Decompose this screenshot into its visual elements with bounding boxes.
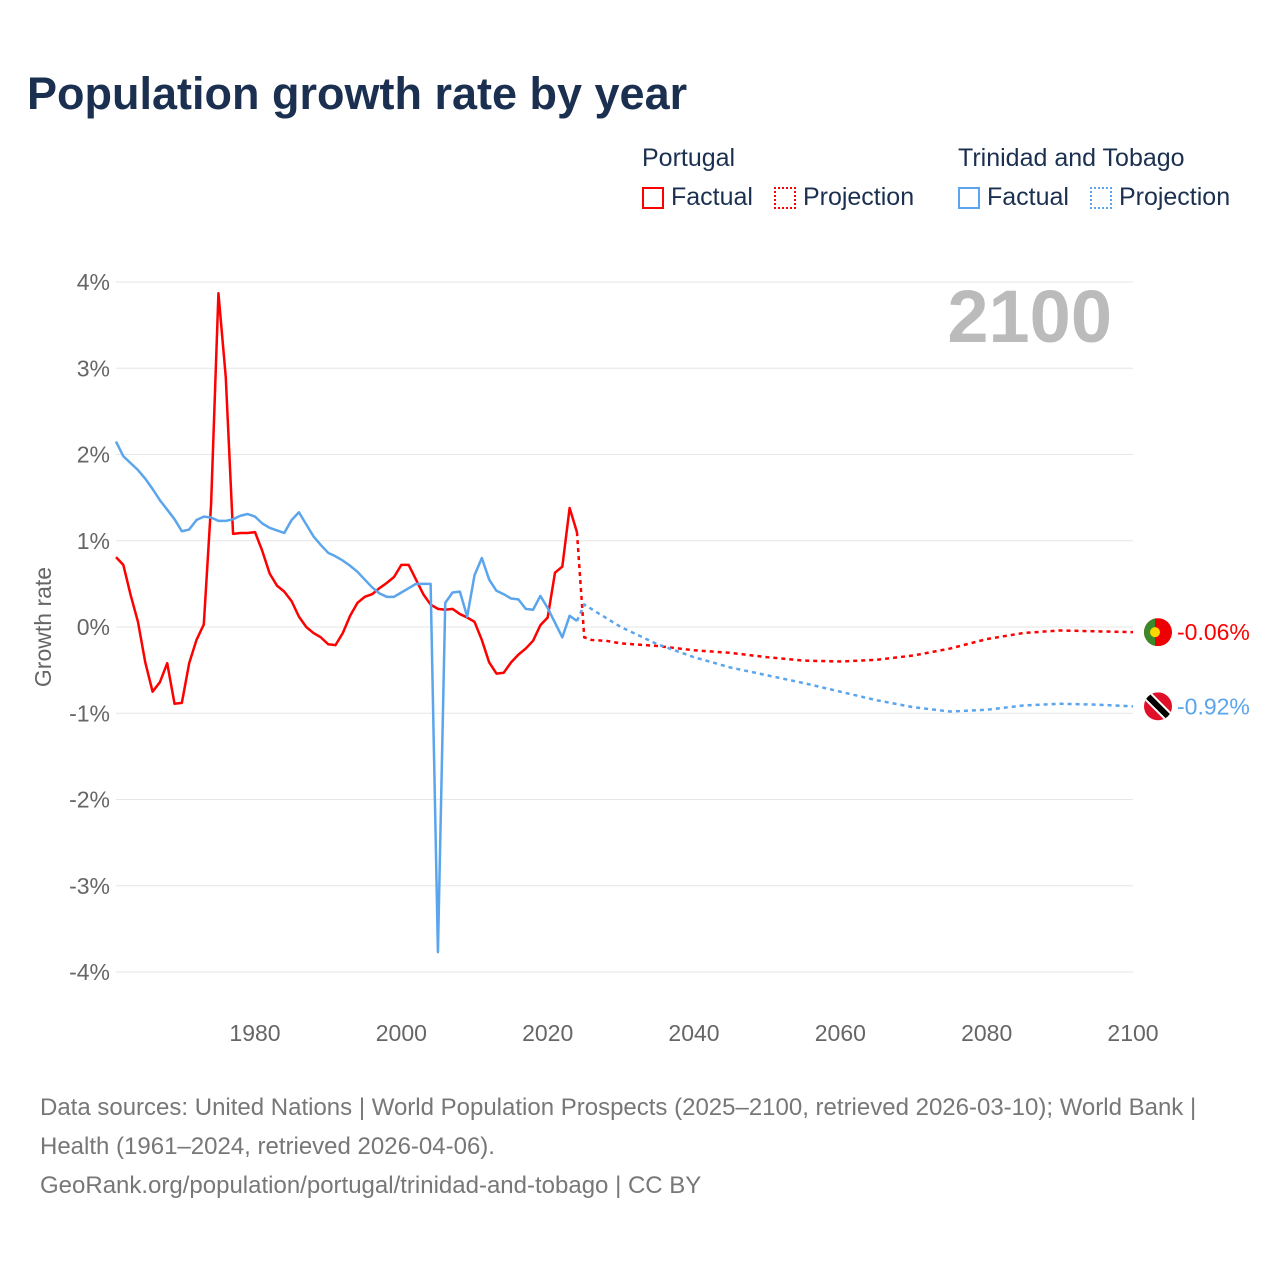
chart-area: 4% 3% 2% 1% 0% -1% -2% -3% -4% 1980 2000 2020 2040 20…: [30, 269, 1250, 1046]
x-tick-label: 2100: [1107, 1020, 1158, 1046]
legend-portugal-factual[interactable]: Factual: [642, 183, 753, 212]
series-projection-line: [575, 532, 1134, 663]
legend-trinidad-factual[interactable]: Factual: [958, 183, 1069, 212]
y-axis-label: Growth rate: [30, 567, 56, 687]
legend-portugal: Portugal Factual Projection: [642, 144, 928, 216]
footer: Data sources: United Nations | World Pop…: [40, 1088, 1240, 1205]
y-tick-label: -2%: [69, 787, 110, 813]
year-label: 2100: [947, 275, 1112, 358]
legend-label: Projection: [802, 183, 915, 211]
legend-title: Portugal: [642, 144, 736, 172]
chart-title: Population growth rate by year: [27, 68, 688, 119]
trinidad-flag-icon: [1144, 692, 1172, 721]
legend-label: Projection: [1118, 183, 1231, 211]
solid-swatch-icon: [958, 186, 980, 209]
solid-swatch-icon: [642, 186, 664, 209]
dotted-swatch-icon: [1089, 186, 1112, 209]
legend-portugal-projection[interactable]: Projection: [773, 183, 915, 212]
legend-label: Factual: [987, 183, 1069, 211]
legend-trinidad-projection[interactable]: Projection: [1089, 183, 1231, 212]
end-value-label: -0.06%: [1177, 619, 1250, 645]
end-value-label: -0.92%: [1177, 693, 1250, 719]
y-tick-label: 2%: [77, 442, 110, 468]
x-tick-label: 2040: [668, 1020, 719, 1046]
series-factual-line: [115, 291, 579, 706]
x-tick-label: 2000: [376, 1020, 427, 1046]
x-tick-label: 1980: [229, 1020, 280, 1046]
data-sources: Data sources: United Nations | World Pop…: [40, 1094, 1197, 1160]
y-tick-label: 3%: [77, 355, 110, 381]
series-factual-line: [114, 441, 578, 954]
attribution-link[interactable]: GeoRank.org/population/portugal/trinidad…: [40, 1172, 702, 1199]
y-tick-label: 1%: [77, 528, 110, 554]
y-tick-label: -3%: [69, 873, 110, 899]
x-tick-label: 2020: [522, 1020, 573, 1046]
dotted-swatch-icon: [773, 186, 796, 209]
portugal-flag-icon: [1144, 618, 1172, 647]
series-projection-line: [575, 602, 1134, 713]
legend-title: Trinidad and Tobago: [958, 144, 1185, 172]
y-tick-label: 4%: [77, 269, 110, 295]
legend-trinidad: Trinidad and Tobago Factual Projection: [958, 144, 1244, 216]
y-tick-label: -4%: [69, 959, 110, 985]
x-tick-label: 2060: [815, 1020, 866, 1046]
x-tick-label: 2080: [961, 1020, 1012, 1046]
y-tick-label: 0%: [77, 614, 110, 640]
legend-label: Factual: [671, 183, 753, 211]
y-tick-label: -1%: [69, 700, 110, 726]
